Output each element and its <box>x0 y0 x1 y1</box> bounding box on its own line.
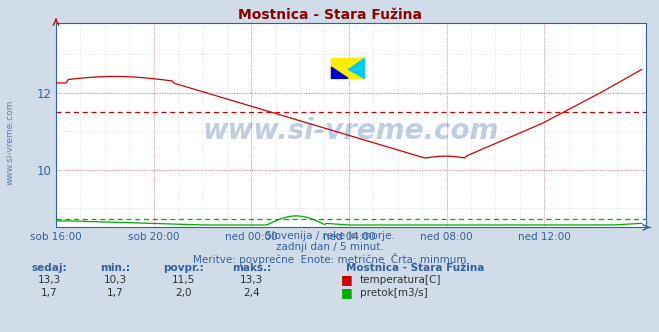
Text: www.si-vreme.com: www.si-vreme.com <box>203 118 499 145</box>
Text: 2,0: 2,0 <box>175 288 192 298</box>
Text: Slovenija / reke in morje.: Slovenija / reke in morje. <box>264 231 395 241</box>
Text: ■: ■ <box>341 273 353 286</box>
Text: 13,3: 13,3 <box>38 275 61 285</box>
Text: 2,4: 2,4 <box>243 288 260 298</box>
Text: 10,3: 10,3 <box>103 275 127 285</box>
Text: sedaj:: sedaj: <box>32 263 67 273</box>
Text: Mostnica - Stara Fužina: Mostnica - Stara Fužina <box>346 263 484 273</box>
Text: temperatura[C]: temperatura[C] <box>360 275 442 285</box>
Polygon shape <box>331 67 348 78</box>
Text: Mostnica - Stara Fužina: Mostnica - Stara Fužina <box>237 8 422 22</box>
Text: Meritve: povprečne  Enote: metrične  Črta: minmum: Meritve: povprečne Enote: metrične Črta:… <box>192 253 467 265</box>
Bar <box>331 58 364 78</box>
Text: 1,7: 1,7 <box>41 288 58 298</box>
Text: zadnji dan / 5 minut.: zadnji dan / 5 minut. <box>275 242 384 252</box>
Polygon shape <box>348 69 364 78</box>
Text: povpr.:: povpr.: <box>163 263 204 273</box>
Polygon shape <box>348 58 364 69</box>
Text: 11,5: 11,5 <box>171 275 195 285</box>
Text: www.si-vreme.com: www.si-vreme.com <box>5 100 14 186</box>
Text: ■: ■ <box>341 286 353 299</box>
Text: 13,3: 13,3 <box>240 275 264 285</box>
Text: min.:: min.: <box>100 263 130 273</box>
Text: maks.:: maks.: <box>232 263 272 273</box>
Text: 1,7: 1,7 <box>107 288 124 298</box>
Text: pretok[m3/s]: pretok[m3/s] <box>360 288 428 298</box>
